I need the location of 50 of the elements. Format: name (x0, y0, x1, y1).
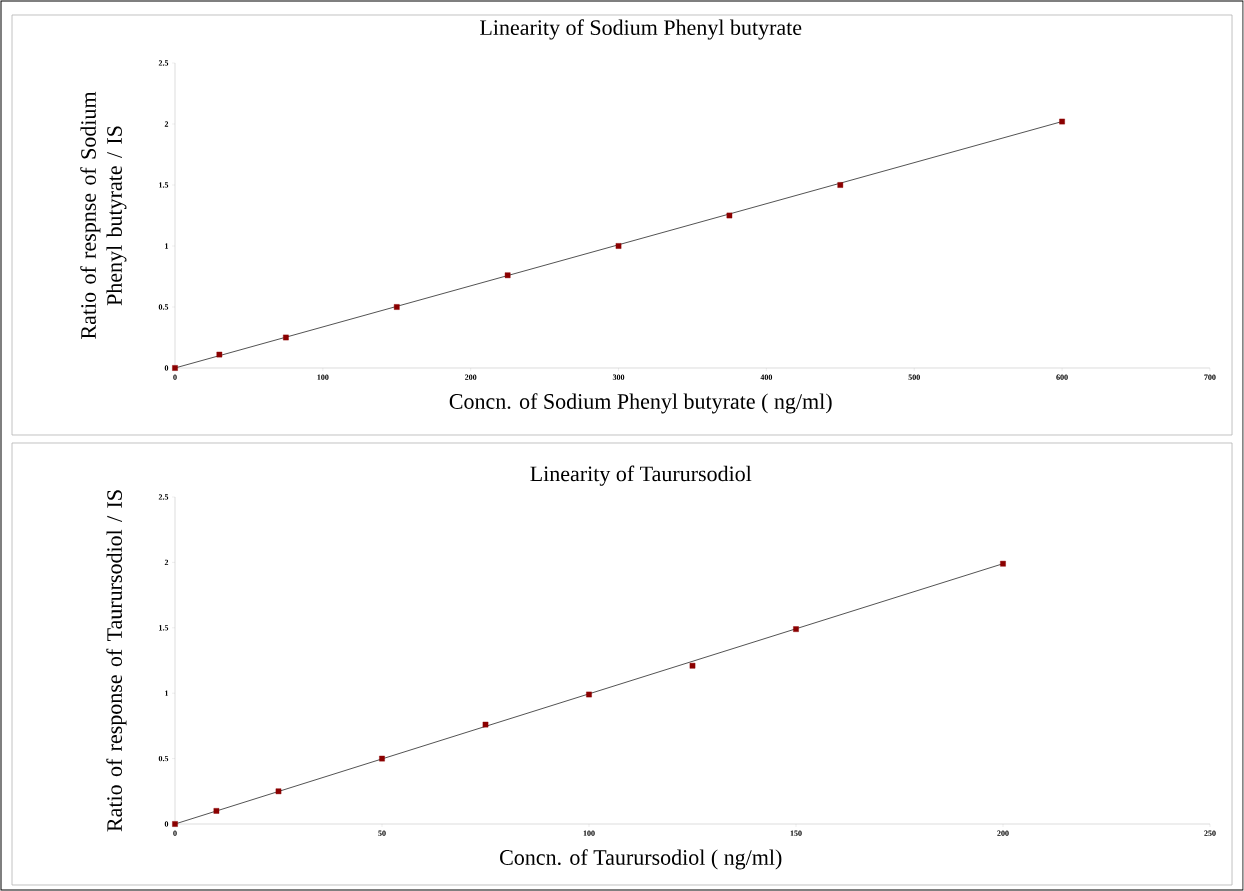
y-tick-label: 1.5 (159, 625, 169, 631)
point (586, 691, 592, 698)
x-tick-label: 0 (173, 830, 177, 836)
point (1000, 560, 1006, 567)
point (482, 721, 489, 728)
y-tick-label: 2 (164, 559, 169, 566)
x-tick-label: 200 (465, 374, 477, 380)
point (216, 351, 223, 358)
y-axis-title: Ratio of response of Taurursodiol / IS (106, 490, 127, 832)
x-tick-label: 250 (1204, 830, 1216, 836)
y-tick-label: 1 (165, 690, 169, 696)
y-tick-label: 0.5 (158, 304, 169, 310)
point (615, 243, 622, 249)
x-tick-label: 100 (317, 374, 329, 380)
point (689, 662, 696, 669)
x-tick-label: 300 (612, 374, 625, 380)
x-axis-title: Concn. of Sodium Phenyl butyrate ( ng/ml) (449, 393, 832, 414)
point (504, 272, 511, 279)
point (275, 788, 282, 795)
x-tick-label: 700 (1204, 374, 1216, 380)
point (172, 365, 178, 371)
x-tick-label: 600 (1056, 374, 1068, 380)
y-tick-label: 2.5 (158, 494, 169, 500)
x-tick-label: 150 (790, 830, 802, 836)
y-tick-label: 1 (165, 243, 169, 249)
y-tick-label: 2 (164, 121, 169, 127)
point (837, 182, 844, 188)
point (726, 212, 733, 219)
x-tick-label: 200 (997, 830, 1009, 836)
point (213, 808, 220, 814)
chart-title: Linearity of Sodium Phenyl butyrate (480, 19, 802, 40)
point (379, 755, 385, 762)
x-tick-label: 0 (173, 374, 177, 380)
x-tick-label: 500 (908, 374, 920, 380)
y-tick-label: 0 (164, 821, 169, 827)
point (283, 334, 289, 341)
point (172, 821, 178, 827)
y-axis-title: Ratio of respnse of Sodium Phenyl butyrate / IS (80, 91, 127, 339)
point (793, 626, 799, 632)
y-tick-label: 2.5 (158, 60, 169, 66)
x-axis-title: Concn. of Taurursodiol ( ng/ml) (500, 849, 782, 870)
chart-title: Linearity of Taurursodiol (530, 465, 752, 486)
x-tick-label: 400 (760, 374, 773, 380)
y-tick-label: 0 (164, 365, 169, 371)
point (393, 304, 400, 310)
x-tick-label: 50 (378, 830, 386, 836)
point (1059, 118, 1065, 125)
y-tick-label: 0.5 (158, 755, 169, 762)
x-tick-label: 100 (583, 830, 595, 836)
y-tick-label: 1.5 (159, 182, 169, 188)
